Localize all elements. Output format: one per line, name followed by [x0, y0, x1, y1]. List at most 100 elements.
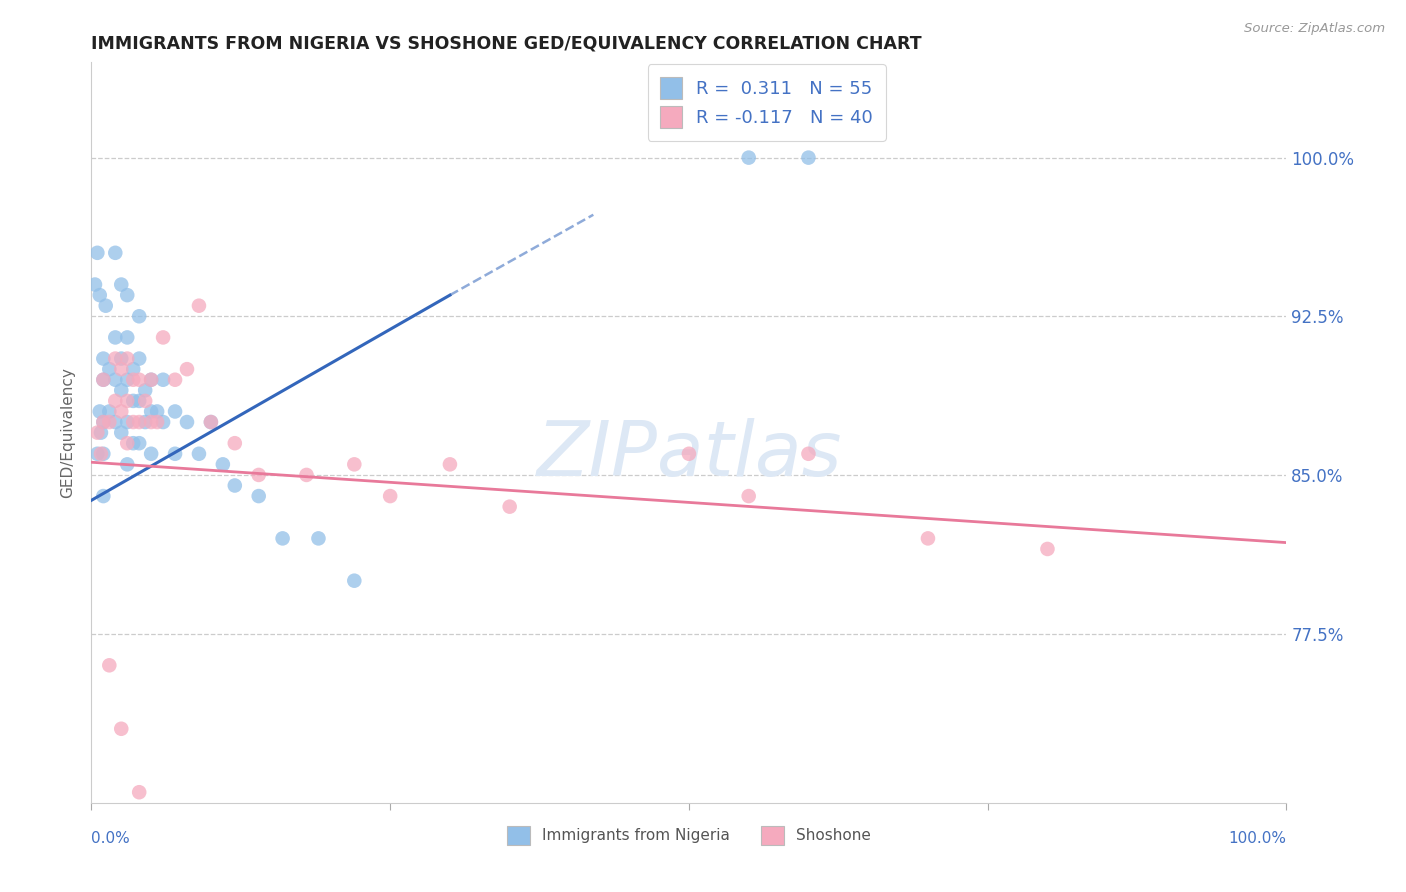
Point [163, 447, 186, 461]
Point [122, 436, 145, 450]
Point [122, 393, 145, 408]
Point [98, 362, 121, 376]
Point [86, 447, 108, 461]
Point [797, 447, 820, 461]
Point [271, 532, 294, 546]
Point [295, 467, 318, 482]
Point [307, 532, 329, 546]
Point [439, 458, 461, 472]
Point [737, 151, 759, 165]
Point [128, 373, 150, 387]
Point [110, 404, 132, 418]
Point [134, 393, 156, 408]
Point [737, 489, 759, 503]
Legend: Immigrants from Nigeria, Shoshone: Immigrants from Nigeria, Shoshone [501, 820, 877, 851]
Point [98, 658, 121, 673]
Point [93, 415, 114, 429]
Point [98, 404, 121, 418]
Point [343, 574, 366, 588]
Point [141, 404, 162, 418]
Point [152, 373, 174, 387]
Point [122, 373, 145, 387]
Point [141, 415, 162, 429]
Point [104, 373, 127, 387]
Point [110, 277, 132, 292]
Point [128, 310, 150, 324]
Point [93, 447, 114, 461]
Point [94, 299, 117, 313]
Point [797, 151, 820, 165]
Point [163, 373, 186, 387]
Point [134, 415, 156, 429]
Point [93, 351, 114, 366]
Y-axis label: GED/Equivalency: GED/Equivalency [60, 368, 76, 498]
Point [200, 415, 222, 429]
Point [89, 404, 111, 418]
Point [86, 425, 108, 440]
Point [90, 425, 112, 440]
Point [1036, 541, 1059, 556]
Point [141, 373, 162, 387]
Point [104, 351, 127, 366]
Point [98, 415, 121, 429]
Point [128, 415, 150, 429]
Point [128, 393, 150, 408]
Point [134, 384, 156, 398]
Point [115, 288, 138, 302]
Point [128, 785, 150, 799]
Point [122, 415, 145, 429]
Point [224, 478, 246, 492]
Point [141, 373, 162, 387]
Point [110, 425, 132, 440]
Point [917, 532, 939, 546]
Point [110, 362, 132, 376]
Text: IMMIGRANTS FROM NIGERIA VS SHOSHONE GED/EQUIVALENCY CORRELATION CHART: IMMIGRANTS FROM NIGERIA VS SHOSHONE GED/… [91, 35, 922, 53]
Point [110, 384, 132, 398]
Text: 0.0%: 0.0% [91, 830, 131, 846]
Point [200, 415, 222, 429]
Point [86, 245, 108, 260]
Point [115, 330, 138, 344]
Point [146, 415, 169, 429]
Point [115, 373, 138, 387]
Point [146, 404, 169, 418]
Text: ZIPatlas: ZIPatlas [536, 417, 842, 491]
Point [176, 415, 198, 429]
Point [115, 458, 138, 472]
Point [128, 436, 150, 450]
Point [163, 404, 186, 418]
Point [104, 415, 127, 429]
Point [115, 436, 138, 450]
Point [93, 373, 114, 387]
Point [378, 489, 402, 503]
Point [115, 351, 138, 366]
Point [141, 447, 162, 461]
Point [176, 362, 198, 376]
Point [247, 489, 270, 503]
Point [93, 489, 114, 503]
Point [128, 351, 150, 366]
Point [678, 447, 700, 461]
Point [90, 447, 112, 461]
Point [115, 393, 138, 408]
Point [93, 415, 114, 429]
Point [104, 245, 127, 260]
Text: 100.0%: 100.0% [1229, 830, 1286, 846]
Point [343, 458, 366, 472]
Point [93, 373, 114, 387]
Point [152, 330, 174, 344]
Point [247, 467, 270, 482]
Point [498, 500, 520, 514]
Point [104, 393, 127, 408]
Point [152, 415, 174, 429]
Point [115, 415, 138, 429]
Point [84, 277, 107, 292]
Point [211, 458, 233, 472]
Point [122, 362, 145, 376]
Point [224, 436, 246, 450]
Text: Source: ZipAtlas.com: Source: ZipAtlas.com [1244, 22, 1385, 36]
Point [89, 288, 111, 302]
Point [110, 351, 132, 366]
Point [110, 722, 132, 736]
Point [187, 299, 211, 313]
